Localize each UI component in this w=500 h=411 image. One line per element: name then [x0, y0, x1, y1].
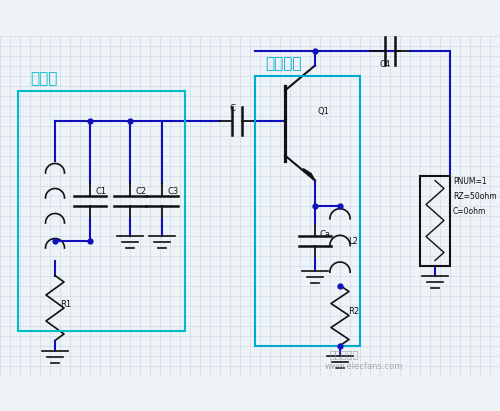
Text: C4: C4	[380, 60, 391, 69]
Text: C1: C1	[95, 187, 106, 196]
Text: www.elecfans.com: www.elecfans.com	[325, 362, 404, 370]
Text: C=0ohm: C=0ohm	[453, 206, 486, 215]
Text: L2: L2	[348, 236, 358, 245]
Bar	[18, 90, 185, 330]
Text: Ca: Ca	[320, 229, 331, 238]
Text: 负阵电路: 负阵电路	[265, 56, 302, 72]
Text: R2: R2	[348, 307, 359, 316]
Text: PNUM=1: PNUM=1	[453, 176, 486, 185]
Bar	[255, 76, 360, 346]
Text: C: C	[229, 104, 235, 113]
Polygon shape	[303, 169, 315, 180]
Text: 电子发烧友: 电子发烧友	[330, 349, 360, 360]
Text: 谐振器: 谐振器	[30, 72, 58, 86]
Text: C3: C3	[167, 187, 178, 196]
Text: C2: C2	[135, 187, 146, 196]
Text: Q1: Q1	[317, 106, 329, 115]
Text: RZ=50ohm: RZ=50ohm	[453, 192, 496, 201]
Text: R1: R1	[60, 300, 71, 309]
Bar	[420, 175, 450, 266]
